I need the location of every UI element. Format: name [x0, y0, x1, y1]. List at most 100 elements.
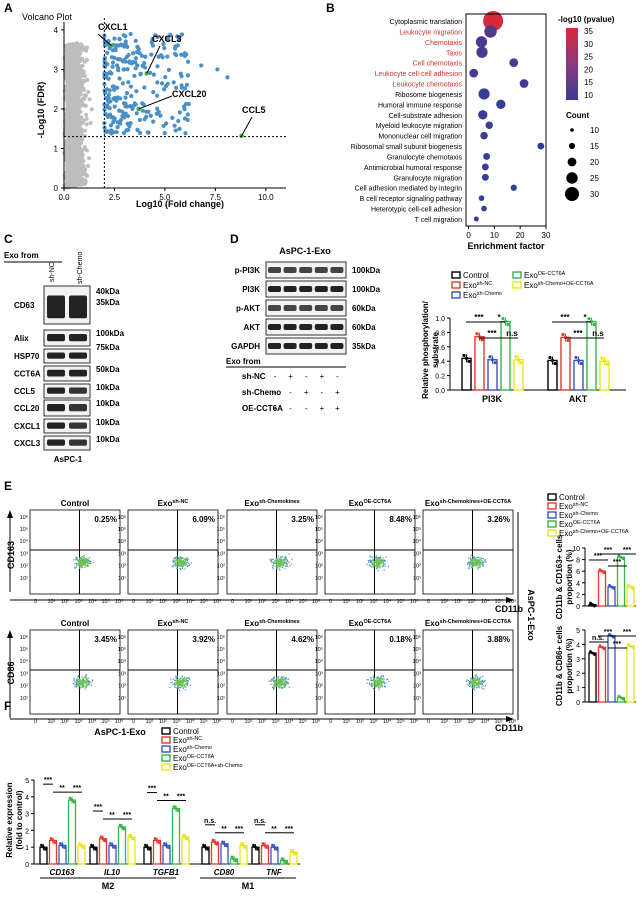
event	[469, 684, 472, 687]
event	[77, 679, 79, 681]
event	[377, 569, 379, 572]
panel-letter: D	[230, 232, 239, 246]
event	[181, 675, 183, 677]
event	[288, 686, 290, 688]
data-point	[72, 139, 77, 144]
event	[185, 679, 188, 681]
event	[83, 562, 86, 564]
event	[80, 683, 82, 685]
data-point	[123, 95, 128, 100]
event	[381, 560, 384, 562]
event	[280, 680, 282, 682]
replicate-dot	[242, 844, 245, 847]
event	[277, 560, 279, 562]
replicate-dot	[53, 841, 57, 844]
data-point	[108, 123, 114, 128]
protein-label: PI3K	[242, 285, 260, 294]
data-point	[73, 62, 78, 67]
y-tick-label: 10⁴	[20, 538, 29, 545]
y-tick-label: 3	[576, 657, 580, 664]
event	[76, 556, 78, 559]
event	[175, 558, 177, 560]
protein-label: CCL20	[14, 404, 40, 413]
data-point	[129, 61, 134, 66]
event	[75, 556, 77, 558]
x-tick-label: 10¹	[343, 719, 351, 725]
x-axis-label: CD11b	[495, 604, 524, 614]
x-axis-label: CD11b	[495, 723, 524, 733]
data-point	[162, 87, 167, 92]
event	[172, 560, 174, 562]
data-point	[69, 69, 74, 74]
x-tick-label: 30	[542, 231, 551, 240]
event	[382, 557, 384, 559]
replicate-dot	[619, 696, 623, 700]
event	[371, 679, 373, 681]
event	[178, 678, 180, 680]
event	[472, 557, 474, 559]
event	[484, 685, 487, 687]
event	[187, 677, 189, 679]
event	[178, 684, 181, 686]
label-base: Exo	[463, 291, 477, 300]
flow-plot: 3.25%0 10¹ 10² 10³ 10⁴ 10⁵ 10⁶10¹10²10³10⁴10⁵1…	[217, 509, 320, 605]
event	[381, 566, 384, 568]
event	[477, 560, 479, 562]
event	[186, 565, 188, 568]
event	[469, 563, 471, 565]
event	[283, 678, 285, 680]
data-point	[128, 103, 133, 109]
event	[82, 558, 84, 560]
label-sup: OE-CCT6A	[187, 754, 215, 760]
event	[381, 686, 383, 688]
event	[474, 689, 476, 691]
event	[476, 682, 479, 684]
event	[85, 560, 87, 563]
plot-frame	[422, 629, 514, 715]
event	[373, 678, 375, 680]
event	[278, 562, 280, 565]
data-point	[132, 73, 137, 79]
event	[179, 557, 181, 559]
event	[480, 560, 482, 562]
event	[79, 567, 81, 570]
event	[186, 679, 188, 682]
event	[473, 557, 476, 560]
replicate-dot	[602, 571, 606, 575]
sig-label: ***	[560, 313, 570, 322]
replicate-dot	[109, 842, 112, 845]
blot-band	[47, 439, 65, 446]
term-dot	[483, 153, 491, 160]
replicate-dot	[576, 358, 581, 363]
event	[88, 559, 90, 562]
event	[381, 685, 383, 687]
y-tick-label: 5	[25, 778, 29, 785]
data-point	[117, 76, 122, 81]
data-point	[74, 180, 79, 185]
event	[468, 557, 470, 559]
event	[279, 569, 281, 571]
replicate-dot	[40, 843, 43, 847]
y-tick-label: 10²	[20, 684, 28, 690]
event	[369, 560, 371, 562]
event	[284, 682, 286, 684]
event	[273, 683, 275, 686]
replicate-dot	[63, 846, 66, 849]
event	[377, 557, 379, 560]
event	[283, 562, 285, 565]
data-point	[119, 42, 124, 47]
event	[77, 680, 79, 682]
data-point	[165, 54, 170, 59]
replicate-dot	[519, 361, 523, 365]
label-sup: OE-CCT6A	[538, 271, 566, 277]
flow-title: Exosh-Chemokines	[244, 499, 299, 508]
event	[76, 681, 78, 683]
event	[286, 559, 289, 562]
event	[83, 685, 85, 687]
data-point	[78, 179, 83, 184]
x-axis-label: Enrichment factor	[467, 241, 545, 251]
data-point	[133, 38, 138, 43]
event	[184, 680, 186, 683]
event	[378, 678, 380, 681]
